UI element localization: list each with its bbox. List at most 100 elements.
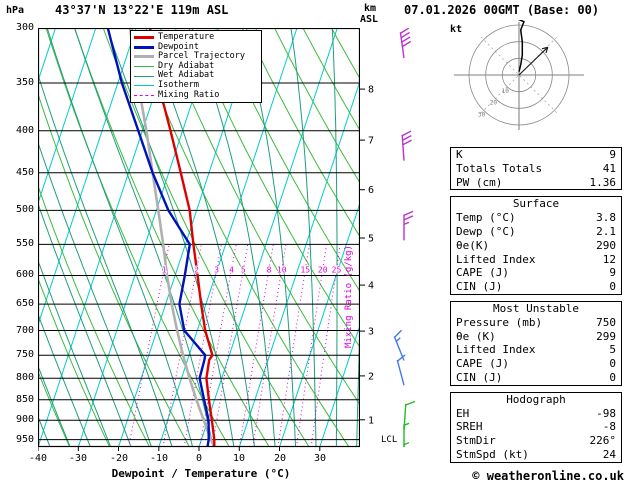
stat-value: 9 — [609, 266, 616, 280]
km-tick-label: 2 — [368, 371, 374, 382]
stat-value: 5 — [609, 343, 616, 357]
stats-row: CAPE (J) 0 — [451, 357, 621, 371]
legend-line-sample — [134, 55, 154, 59]
stat-label: CAPE (J) — [456, 357, 509, 371]
stats-row: EH -98 — [451, 407, 621, 421]
legend-line-sample — [134, 36, 154, 40]
pressure-tick-label: 400 — [15, 125, 34, 136]
km-tick-label: 6 — [368, 185, 374, 196]
temperature-tick-label: 0 — [195, 453, 203, 464]
wind-barb-column — [393, 28, 416, 447]
legend-entry-label: Isotherm — [158, 79, 199, 90]
pressure-tick-label: 500 — [15, 204, 34, 215]
stats-row: CIN (J) 0 — [451, 371, 621, 385]
copyright-text: © weatheronline.co.uk — [472, 469, 624, 483]
dewpoint-curve — [106, 28, 210, 447]
stat-value: 750 — [596, 315, 616, 329]
svg-text:15: 15 — [300, 266, 310, 275]
stats-row: PW (cm) 1.36 — [451, 176, 621, 190]
legend-entry: Wet Adiabat — [134, 71, 258, 81]
svg-text:4: 4 — [229, 266, 234, 275]
temperature-tick-label: -40 — [28, 453, 48, 464]
mixing-ratio-group — [128, 244, 341, 447]
stat-value: 1.36 — [589, 175, 617, 189]
stat-value: 24 — [602, 447, 616, 461]
stats-row: SREH -8 — [451, 420, 621, 434]
pressure-tick-label: 550 — [15, 238, 34, 249]
legend-entry: Temperature — [134, 32, 258, 43]
stats-row: CAPE (J) 9 — [451, 266, 621, 280]
pressure-tick-label: 300 — [15, 22, 34, 33]
hodograph-trace — [517, 20, 525, 72]
legend-entry: Isotherm — [134, 79, 258, 91]
storm-motion-vector — [518, 46, 549, 76]
stat-label: EH — [456, 406, 470, 420]
stats-group: Surface Temp (°C) 3.8 Dewp (°C) 2.1 θe(K) 290 L… — [450, 196, 622, 295]
svg-text:1: 1 — [162, 266, 167, 275]
pressure-tick-label: 800 — [15, 372, 34, 383]
x-axis-title: Dewpoint / Temperature (°C) — [111, 467, 291, 480]
pressure-tick-label: 850 — [15, 394, 34, 405]
pressure-tick-label: 950 — [15, 434, 34, 445]
stats-row: StmSpd (kt) 24 — [451, 448, 621, 462]
stat-value: 2.1 — [596, 224, 616, 238]
stat-value: 3.8 — [596, 211, 616, 225]
temperature-tick-label: 10 — [232, 453, 246, 464]
stat-label: CAPE (J) — [456, 266, 509, 280]
svg-text:2: 2 — [194, 266, 199, 275]
stat-value: 299 — [596, 329, 616, 343]
run-datetime: 07.01.2026 00GMT (Base: 00) — [404, 3, 600, 17]
pressure-tick-label: 350 — [15, 77, 34, 88]
pressure-tick-label: 600 — [15, 269, 34, 280]
wind-barb — [401, 130, 412, 161]
legend-line-sample — [134, 66, 154, 68]
hodograph-ring-label: 20 — [490, 100, 498, 107]
mixing-ratio-labels: 1 2 3 4 5 8 10 15 20 25 — [161, 265, 343, 276]
stats-tables: K 9 Totals Totals 41 PW (cm) 1.36 Surface Temp … — [450, 147, 622, 469]
altitude-axis-unit-km: km — [364, 3, 377, 14]
stats-group-title: Surface — [512, 197, 560, 211]
page-title: 43°37'N 13°22'E 119m ASL — [55, 3, 229, 17]
stats-row: Dewp (°C) 2.1 — [451, 225, 621, 239]
wind-barb — [403, 210, 414, 241]
wind-barb — [399, 28, 412, 59]
stat-label: CIN (J) — [456, 280, 503, 294]
svg-text:20: 20 — [318, 266, 328, 275]
altitude-axis-unit-asl: ASL — [360, 14, 379, 25]
hodograph-unit-label: kt — [450, 24, 462, 35]
hodograph-ring — [485, 41, 553, 109]
wet-adiabats-group — [38, 28, 360, 447]
stat-value: 0 — [609, 370, 616, 384]
stat-value: 9 — [609, 148, 616, 161]
legend-entry: Dewpoint — [134, 41, 258, 53]
pressure-tick-label: 750 — [15, 349, 34, 360]
temperature-tick-label: 20 — [273, 453, 287, 464]
pressure-axis-unit: hPa — [6, 5, 25, 16]
temperature-tick-label: 30 — [313, 453, 327, 464]
stat-value: 0 — [609, 357, 616, 371]
hodograph: 10 20 30 kt — [450, 20, 584, 130]
svg-text:10: 10 — [277, 266, 287, 275]
hodograph-ring-label: 30 — [478, 111, 486, 118]
legend-line-sample — [134, 75, 154, 77]
hodograph-ring-label: 10 — [502, 88, 510, 95]
mixing-ratio-axis-label: Mixing Ratio (g/kg) — [344, 245, 354, 348]
stats-row: Lifted Index 5 — [451, 343, 621, 357]
stat-label: PW (cm) — [456, 175, 503, 189]
stats-row: Temp (°C) 3.8 — [451, 211, 621, 225]
legend-entry-label: Dewpoint — [158, 41, 199, 52]
legend-entry: Parcel Trajectory — [134, 52, 258, 62]
lcl-label: LCL — [381, 435, 398, 445]
wind-barb — [396, 354, 406, 386]
stat-label: K — [456, 148, 463, 161]
stats-group: Hodograph EH -98 SREH -8 StmDir 226° StmSpd (kt… — [450, 391, 622, 463]
legend-line-sample — [134, 94, 154, 96]
stat-value: 41 — [602, 161, 616, 175]
stat-value: 0 — [609, 280, 616, 294]
temperature-curve — [148, 28, 216, 447]
svg-text:25: 25 — [332, 266, 342, 275]
km-tick-label: 5 — [368, 234, 374, 245]
wind-barb — [403, 400, 416, 430]
legend-entry-label: Dry Adiabat — [158, 60, 215, 71]
